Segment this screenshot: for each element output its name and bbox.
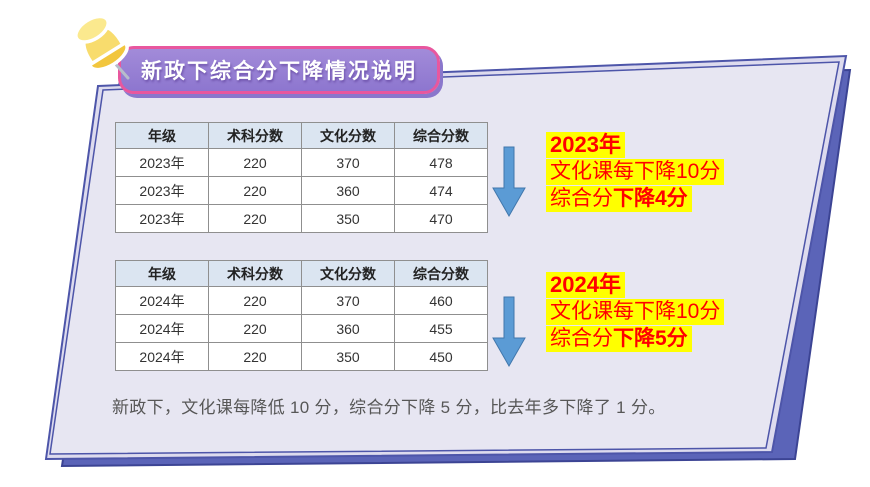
table-cell: 220 — [208, 314, 302, 343]
callout-year-label: 2024年 — [546, 272, 625, 298]
table-header-cell: 综合分数 — [394, 122, 488, 149]
table-cell: 2024年 — [115, 286, 209, 315]
title-banner: 新政下综合分下降情况说明 — [118, 46, 440, 94]
table-cell: 360 — [301, 176, 395, 205]
table-row: 2024年 220 370 460 — [115, 286, 488, 315]
table-header-cell: 文化分数 — [301, 260, 395, 287]
table-cell: 220 — [208, 204, 302, 233]
callout-line-prefix: 综合分 — [550, 187, 613, 210]
table-header-cell: 年级 — [115, 260, 209, 287]
table-header-cell: 术科分数 — [208, 260, 302, 287]
callout-2023: 2023年 文化课每下降10分 综合分下降4分 — [546, 132, 725, 213]
table-header-cell: 综合分数 — [394, 260, 488, 287]
table-cell: 360 — [301, 314, 395, 343]
table-cell: 220 — [208, 342, 302, 371]
table-cell: 220 — [208, 148, 302, 177]
callout-line: 综合分下降4分 — [546, 186, 692, 212]
table-row: 2024年 220 350 450 — [115, 342, 488, 371]
callout-line: 综合分下降5分 — [546, 326, 692, 352]
table-cell: 2023年 — [115, 204, 209, 233]
table-cell: 474 — [394, 176, 488, 205]
table-cell: 450 — [394, 342, 488, 371]
table-cell: 220 — [208, 286, 302, 315]
table-header-cell: 文化分数 — [301, 122, 395, 149]
scores-table-2024: 年级 术科分数 文化分数 综合分数 2024年 220 370 460 2024年 220 360… — [115, 260, 488, 371]
table-cell: 370 — [301, 286, 395, 315]
table-cell: 370 — [301, 148, 395, 177]
callout-line: 文化课每下降10分 — [546, 299, 725, 325]
table-header-cell: 年级 — [115, 122, 209, 149]
table-cell: 2024年 — [115, 314, 209, 343]
pushpin-icon — [74, 14, 130, 80]
callout-line: 文化课每下降10分 — [546, 159, 725, 185]
table-cell: 478 — [394, 148, 488, 177]
callout-line-emphasis: 下降5分 — [613, 327, 688, 350]
table-header-row: 年级 术科分数 文化分数 综合分数 — [115, 260, 488, 287]
table-row: 2023年 220 370 478 — [115, 148, 488, 177]
table-header-cell: 术科分数 — [208, 122, 302, 149]
table-cell: 350 — [301, 204, 395, 233]
table-cell: 2024年 — [115, 342, 209, 371]
down-arrow-icon — [492, 296, 526, 368]
table-row: 2023年 220 360 474 — [115, 176, 488, 205]
table-cell: 350 — [301, 342, 395, 371]
table-cell: 2023年 — [115, 148, 209, 177]
footer-note: 新政下，文化课每降低 10 分，综合分下降 5 分，比去年多下降了 1 分。 — [112, 398, 666, 417]
callout-line-emphasis: 下降4分 — [613, 187, 688, 210]
callout-2024: 2024年 文化课每下降10分 综合分下降5分 — [546, 272, 725, 353]
table-header-row: 年级 术科分数 文化分数 综合分数 — [115, 122, 488, 149]
table-cell: 455 — [394, 314, 488, 343]
scores-table-2023: 年级 术科分数 文化分数 综合分数 2023年 220 370 478 2023年 220 360… — [115, 122, 488, 233]
table-cell: 2023年 — [115, 176, 209, 205]
table-cell: 460 — [394, 286, 488, 315]
callout-year-label: 2023年 — [546, 132, 625, 158]
table-cell: 220 — [208, 176, 302, 205]
table-row: 2023年 220 350 470 — [115, 204, 488, 233]
table-cell: 470 — [394, 204, 488, 233]
callout-line-prefix: 综合分 — [550, 327, 613, 350]
page-title: 新政下综合分下降情况说明 — [141, 60, 417, 83]
table-row: 2024年 220 360 455 — [115, 314, 488, 343]
down-arrow-icon — [492, 146, 526, 218]
